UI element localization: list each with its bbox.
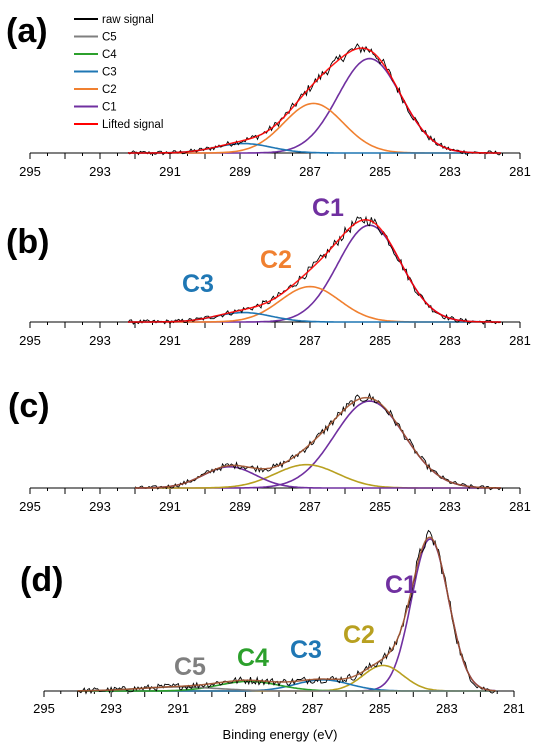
x-tick-label: 283 [439, 499, 461, 514]
peak-annotation-c1: C1 [385, 571, 417, 599]
x-tick-label: 285 [369, 333, 391, 348]
legend-entry: C2 [102, 84, 117, 96]
peak-annotation-c2: C2 [260, 246, 292, 274]
legend: raw signal C5 C4 C3 C2 C1 Lifted signal [74, 14, 163, 131]
panel-label: (c) [8, 387, 50, 425]
panel-label: (b) [6, 223, 49, 261]
x-tick-label: 293 [89, 164, 111, 179]
x-tick-label: 285 [369, 499, 391, 514]
x-tick-label: 285 [369, 701, 391, 716]
x-axis-title: Binding energy (eV) [223, 727, 338, 742]
x-tick-label: 295 [33, 701, 55, 716]
x-tick-label: 281 [503, 701, 525, 716]
x-tick-label: 289 [229, 164, 251, 179]
x-tick-label: 283 [439, 164, 461, 179]
panel-label: (a) [6, 12, 48, 50]
peak-annotation-c3: C3 [182, 270, 214, 298]
x-tick-label: 281 [509, 333, 531, 348]
x-tick-label: 291 [167, 701, 189, 716]
x-tick-label: 287 [299, 499, 321, 514]
lifted-signal-curve [77, 536, 496, 692]
x-tick-label: 293 [89, 333, 111, 348]
lifted-signal-curve [135, 396, 501, 489]
x-tick-label: 291 [159, 164, 181, 179]
peak-annotation-c4: C4 [237, 644, 269, 672]
panel-d: (d) 295 293 291 289 287 285 283 281 C1 C2 C3 C4 C5 [20, 529, 525, 716]
x-tick-label: 285 [369, 164, 391, 179]
x-tick-label: 289 [235, 701, 257, 716]
peak-annotation-c1: C1 [312, 194, 344, 222]
x-tick-label: 281 [509, 499, 531, 514]
lifted-signal-curve [128, 219, 501, 323]
x-tick-label: 287 [299, 333, 321, 348]
x-tick-label: 289 [229, 499, 251, 514]
legend-entry: C1 [102, 102, 117, 114]
legend-entry: raw signal [102, 14, 154, 26]
x-tick-label: 289 [229, 333, 251, 348]
x-tick-label: 293 [100, 701, 122, 716]
panel-c: (c) 295 293 291 289 287 285 283 281 [8, 387, 531, 514]
x-tick-label: 283 [436, 701, 458, 716]
x-tick-label: 295 [19, 333, 41, 348]
legend-entry: Lifted signal [102, 119, 163, 131]
x-tick-label: 283 [439, 333, 461, 348]
panel-label: (d) [20, 561, 63, 599]
x-tick-label: 281 [509, 164, 531, 179]
x-tick-label: 295 [19, 499, 41, 514]
x-tick-label: 291 [159, 333, 181, 348]
legend-entry: C5 [102, 32, 117, 44]
peak-annotation-c2: C2 [343, 621, 375, 649]
panel-a: (a) 295 293 291 289 287 285 283 281 raw signal C5 C… [6, 12, 531, 179]
x-tick-label: 295 [19, 164, 41, 179]
peak-annotation-c3: C3 [290, 636, 322, 664]
lifted-signal-curve [128, 47, 501, 154]
x-tick-label: 287 [299, 164, 321, 179]
peak-annotation-c5: C5 [174, 653, 206, 681]
panel-b: (b) 295 293 291 289 287 285 283 281 C1 C2 C3 [6, 194, 531, 348]
x-tick-label: 287 [302, 701, 324, 716]
legend-entry: C3 [102, 67, 117, 79]
x-tick-label: 293 [89, 499, 111, 514]
x-tick-label: 291 [159, 499, 181, 514]
legend-entry: C4 [102, 49, 117, 61]
